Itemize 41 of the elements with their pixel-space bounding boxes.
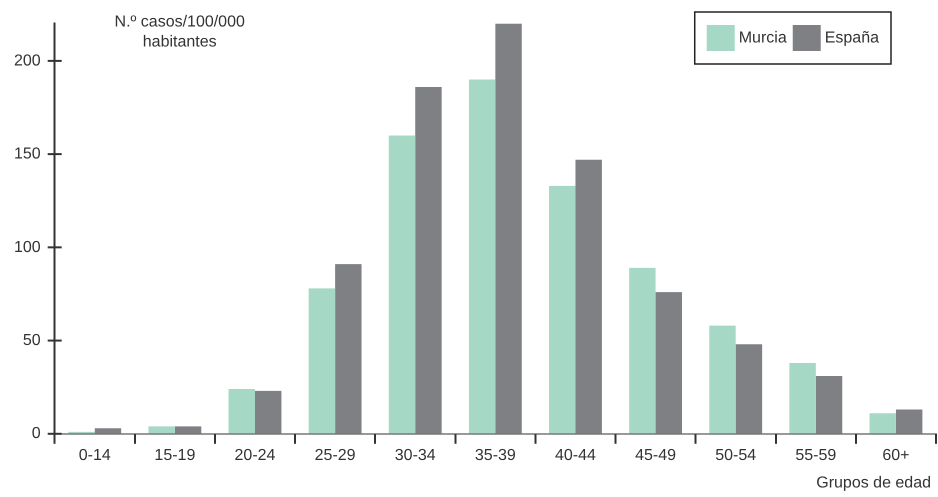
x-tick-label: 40-44 xyxy=(555,446,596,464)
bar xyxy=(228,389,255,434)
bar xyxy=(468,80,496,434)
x-tick-label: 55-59 xyxy=(795,446,836,464)
bar xyxy=(789,362,816,434)
x-tick-label: 0-14 xyxy=(78,446,111,464)
bar xyxy=(870,413,896,434)
x-tick-label: 30-34 xyxy=(394,446,436,464)
bar xyxy=(709,326,736,434)
legend-label: Murcia xyxy=(738,29,787,46)
bar xyxy=(495,24,522,434)
bar xyxy=(335,264,362,434)
x-tick-label: 25-29 xyxy=(314,446,356,464)
bar xyxy=(736,344,762,434)
bar xyxy=(549,186,576,434)
x-tick-label: 20-24 xyxy=(234,446,276,464)
x-tick-label: 15-19 xyxy=(154,446,196,464)
bar xyxy=(94,428,122,434)
bar xyxy=(816,376,842,434)
x-axis-title: Grupos de edad xyxy=(816,474,931,492)
x-tick-label: 45-49 xyxy=(635,446,676,464)
bar xyxy=(896,410,922,434)
y-tick-label: 50 xyxy=(22,332,41,349)
x-tick-label: 50-54 xyxy=(715,446,756,464)
y-tick-label: 100 xyxy=(14,238,41,256)
y-tick-label: 0 xyxy=(32,425,41,442)
y-tick-label: 200 xyxy=(14,52,41,70)
bar xyxy=(148,426,175,434)
bar xyxy=(575,160,602,434)
bar xyxy=(415,86,442,434)
bar xyxy=(174,426,202,434)
bar xyxy=(308,288,336,434)
legend-label: España xyxy=(824,29,880,46)
bar xyxy=(254,390,282,434)
y-tick-label: 150 xyxy=(14,146,41,163)
y-axis-title: N.º casos/100/000 habitantes xyxy=(114,13,245,50)
bar xyxy=(388,135,416,434)
bar xyxy=(656,292,682,434)
bar xyxy=(629,268,656,434)
x-tick-label: 60+ xyxy=(882,446,910,464)
x-tick-label: 35-39 xyxy=(474,446,516,464)
